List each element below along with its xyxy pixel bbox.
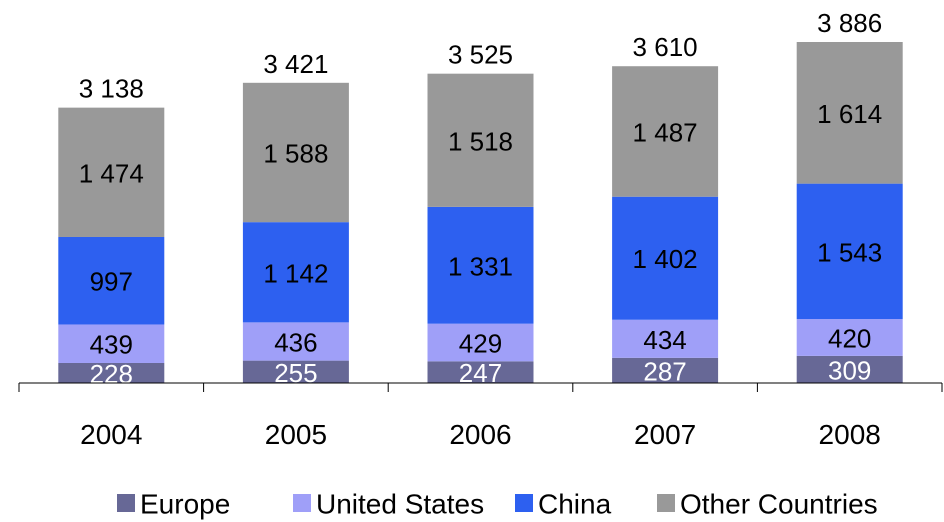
x-tick-label-2004: 2004: [80, 419, 142, 450]
data-label-other-countries-2004: 1 474: [79, 158, 144, 188]
data-label-other-countries-2007: 1 487: [633, 117, 698, 147]
bar-segment-united-states-2005: [242, 322, 349, 361]
data-label-europe-2004: 228: [90, 359, 133, 389]
bar-segment-china-2004: [58, 236, 165, 325]
x-tick-label-2005: 2005: [265, 419, 327, 450]
legend-swatch-united-states: [293, 494, 311, 512]
x-tick-label-2008: 2008: [819, 419, 881, 450]
bar-segment-united-states-2004: [58, 324, 165, 363]
legend-label-china: China: [538, 489, 612, 520]
data-label-china-2004: 997: [90, 267, 133, 297]
bar-segment-united-states-2006: [427, 323, 534, 362]
bar-segment-china-2008: [796, 183, 903, 320]
data-label-china-2007: 1 402: [633, 244, 698, 274]
bar-segment-other-countries-2004: [58, 107, 165, 237]
data-label-europe-2007: 287: [643, 356, 686, 386]
data-label-china-2006: 1 331: [448, 251, 513, 281]
data-label-china-2008: 1 543: [817, 237, 882, 267]
x-tick-label-2007: 2007: [634, 419, 696, 450]
total-label-2008: 3 886: [817, 8, 882, 38]
x-tick-label-2006: 2006: [449, 419, 511, 450]
legend-swatch-europe: [117, 494, 135, 512]
legend-label-united-states: United States: [316, 489, 484, 520]
bar-segment-china-2006: [427, 206, 534, 324]
data-label-united-states-2007: 434: [643, 325, 686, 355]
bar-segment-europe-2005: [242, 360, 349, 383]
bar-segment-other-countries-2007: [612, 66, 719, 197]
data-label-other-countries-2008: 1 614: [817, 99, 882, 129]
legend-label-other-countries: Other Countries: [680, 489, 878, 520]
total-label-2006: 3 525: [448, 40, 513, 70]
bar-segment-other-countries-2008: [796, 42, 903, 184]
total-label-2007: 3 610: [633, 32, 698, 62]
bar-segment-other-countries-2005: [242, 82, 349, 223]
data-label-united-states-2008: 420: [828, 323, 871, 353]
bar-segment-china-2005: [242, 222, 349, 323]
legend-label-europe: Europe: [140, 489, 230, 520]
bar-segment-europe-2008: [796, 355, 903, 383]
bar-segment-united-states-2007: [612, 319, 719, 358]
bar-segment-other-countries-2006: [427, 73, 534, 207]
data-label-united-states-2006: 429: [459, 329, 502, 359]
bar-segment-united-states-2008: [796, 319, 903, 356]
legend-swatch-china: [515, 494, 533, 512]
data-label-united-states-2005: 436: [274, 327, 317, 357]
legend-swatch-other-countries: [657, 494, 675, 512]
x-axis: 2004 2005 2006 2007 2008: [18, 382, 943, 450]
bar-segment-china-2007: [612, 196, 719, 320]
data-label-europe-2006: 247: [459, 358, 502, 388]
bar-segment-europe-2007: [612, 357, 719, 383]
legend: Europe United States China Other Countries: [117, 489, 878, 520]
data-label-other-countries-2006: 1 518: [448, 126, 513, 156]
total-label-2004: 3 138: [79, 74, 144, 104]
data-label-europe-2008: 309: [828, 355, 871, 385]
total-label-2005: 3 421: [263, 49, 328, 79]
bar-segment-europe-2006: [427, 361, 534, 383]
data-label-united-states-2004: 439: [90, 330, 133, 360]
data-label-other-countries-2005: 1 588: [263, 138, 328, 168]
data-label-china-2005: 1 142: [263, 258, 328, 288]
bar-segment-europe-2004: [58, 362, 165, 383]
